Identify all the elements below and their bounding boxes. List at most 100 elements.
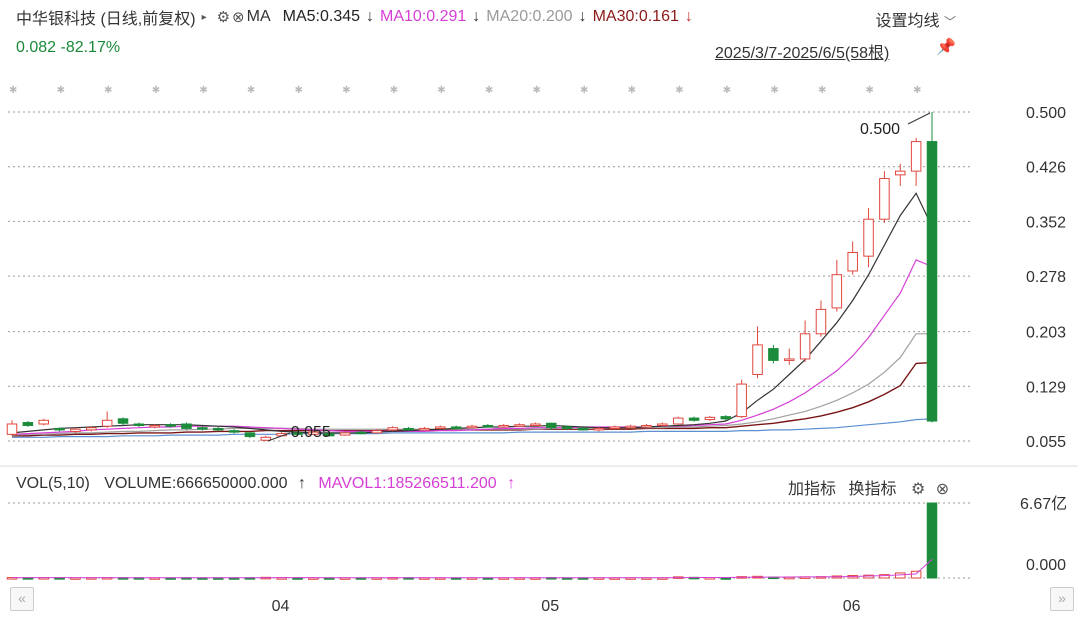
- candle: [70, 428, 81, 432]
- candle: [768, 348, 779, 361]
- candle: [101, 419, 113, 427]
- event-marker-icon: ✱: [770, 85, 778, 96]
- gear-icon[interactable]: ⚙: [910, 481, 926, 498]
- candle: [879, 178, 890, 220]
- candle: [181, 423, 192, 429]
- candle: [657, 423, 668, 426]
- candle: [593, 427, 605, 431]
- y-tick-label: 0.426: [1026, 160, 1066, 177]
- candle: [720, 416, 732, 420]
- candle: [117, 418, 129, 424]
- scroll-right-button[interactable]: »: [1050, 587, 1074, 611]
- stock-title[interactable]: 中华银科技 (日线,前复权): [16, 11, 196, 28]
- close-icon[interactable]: ⊗: [232, 9, 245, 26]
- candle: [482, 424, 494, 428]
- candle: [371, 430, 383, 434]
- event-marker-icon: ✱: [247, 85, 255, 96]
- gear-icon[interactable]: ⚙: [216, 9, 231, 26]
- candle: [498, 424, 509, 428]
- pin-icon[interactable]: 📌: [936, 39, 956, 56]
- y-tick-label: 0.278: [1026, 269, 1066, 286]
- max-label: 0.500: [860, 121, 900, 138]
- candle: [450, 426, 462, 429]
- switch-indicator-button[interactable]: 换指标: [848, 481, 897, 498]
- candle: [783, 358, 795, 361]
- candle: [466, 425, 478, 429]
- candle: [244, 432, 256, 438]
- candle: [609, 426, 621, 429]
- ma20-down-arrow: ↓: [578, 8, 587, 25]
- candle: [926, 141, 938, 422]
- candle: [704, 416, 716, 421]
- x-tick-label: 06: [843, 598, 861, 615]
- chevron-down-icon: ﹀: [943, 15, 956, 29]
- candle: [197, 427, 208, 430]
- event-marker-icon: ✱: [485, 85, 493, 96]
- ma-settings-label: 设置均线: [875, 13, 940, 30]
- candle: [86, 427, 97, 431]
- expand-triangle-icon[interactable]: ▸: [201, 11, 207, 23]
- volume-bar: [720, 577, 732, 580]
- candle: [228, 430, 240, 433]
- candle: [514, 424, 525, 427]
- price-change: 0.082 -82.17%: [16, 39, 121, 56]
- mavol-line: [12, 559, 933, 579]
- candle: [403, 427, 414, 431]
- y-tick-label: 0.129: [1026, 379, 1066, 396]
- max-pointer: [907, 112, 931, 125]
- close-icon[interactable]: ⊗: [935, 481, 950, 498]
- y-tick-label: 0.055: [1026, 434, 1066, 451]
- candle: [625, 425, 636, 429]
- vol-axis-top-label: 6.67亿: [1020, 495, 1067, 513]
- candle: [323, 433, 335, 437]
- candle: [355, 431, 367, 435]
- event-marker-icon: ✱: [295, 85, 303, 96]
- event-marker-icon: ✱: [675, 85, 683, 96]
- event-marker-icon: ✱: [580, 85, 588, 96]
- vol-axis-zero-label: 0.000: [1026, 557, 1066, 574]
- candle: [339, 432, 351, 436]
- event-marker-icon: ✱: [57, 85, 65, 96]
- candle: [561, 426, 573, 429]
- candle: [260, 436, 272, 441]
- indicator-controls: 加指标 换指标 ⚙ ⊗: [788, 475, 949, 499]
- ma-label: MA: [246, 8, 271, 25]
- ma10-down-arrow: ↓: [472, 8, 481, 25]
- candle: [419, 427, 430, 431]
- min-pointer: [267, 432, 290, 442]
- candle: [672, 417, 684, 425]
- volume-bar: [783, 576, 795, 580]
- candle: [863, 218, 874, 257]
- ma10-value: MA10:0.291: [380, 8, 467, 25]
- scroll-left-button[interactable]: «: [10, 587, 34, 611]
- candle: [831, 274, 843, 309]
- candle: [752, 344, 763, 375]
- candle: [212, 427, 224, 431]
- candle: [308, 431, 319, 435]
- ma20-value: MA20:0.200: [486, 8, 573, 25]
- date-range[interactable]: 2025/3/7-2025/6/5(58根): [715, 45, 890, 62]
- candle: [736, 383, 747, 418]
- candle: [799, 333, 811, 360]
- event-marker-icon: ✱: [723, 85, 731, 96]
- vol-up-arrow: ↑: [297, 475, 306, 492]
- ma-settings-button[interactable]: 设置均线 ﹀: [876, 7, 956, 31]
- candle: [435, 426, 446, 429]
- event-marker-icon: ✱: [437, 85, 445, 96]
- event-marker-icon: ✱: [866, 85, 874, 96]
- ma60-line: [12, 418, 933, 438]
- y-tick-label: 0.203: [1026, 325, 1066, 342]
- event-marker-icon: ✱: [532, 85, 540, 96]
- event-marker-icon: ✱: [342, 85, 350, 96]
- add-indicator-button[interactable]: 加指标: [788, 481, 837, 498]
- candle: [6, 423, 18, 435]
- volume-header: VOL(5,10) VOLUME:666650000.000 ↑ MAVOL1:…: [16, 475, 515, 493]
- candle: [530, 423, 541, 426]
- vol-title: VOL(5,10): [16, 475, 90, 492]
- candle: [133, 423, 145, 426]
- ma10-line: [11, 259, 933, 435]
- ma20-line: [11, 333, 932, 436]
- candle: [577, 427, 589, 431]
- x-tick-label: 04: [272, 598, 290, 615]
